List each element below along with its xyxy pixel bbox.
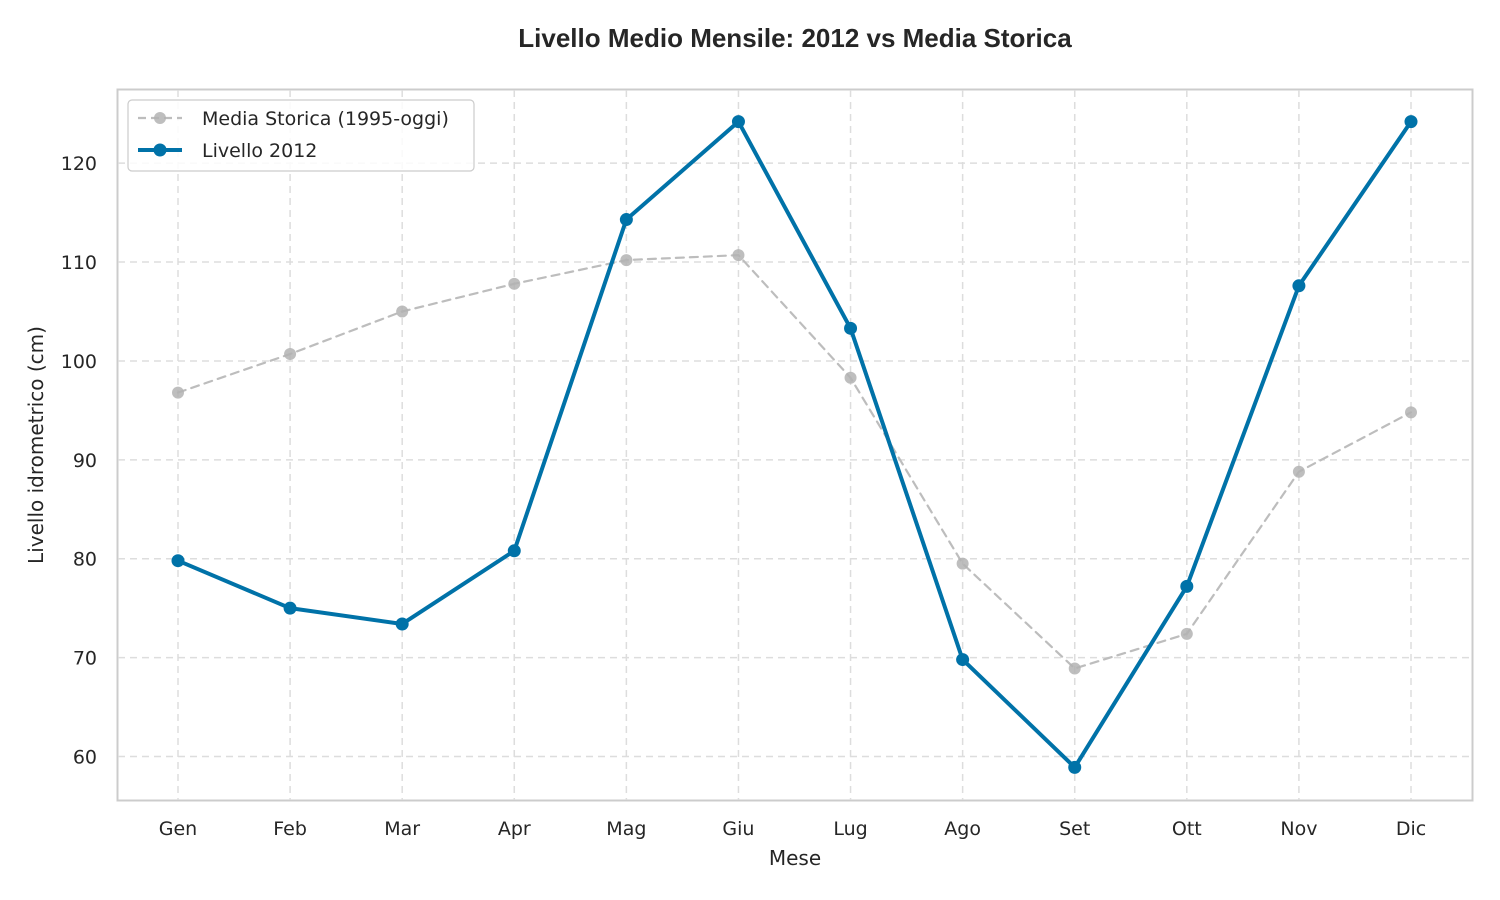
data-point-livello-2012 (1180, 579, 1194, 593)
x-tick-label: Giu (722, 818, 754, 840)
legend: Media Storica (1995-oggi) Livello 2012 (127, 99, 475, 172)
x-tick-label: Dic (1396, 818, 1426, 840)
y-axis-label: Livello idrometrico (cm) (24, 326, 48, 564)
y-tick-label: 80 (73, 549, 97, 571)
x-tick-label: Ott (1172, 818, 1202, 840)
data-point-media-storica (396, 305, 409, 318)
data-point-livello-2012 (1068, 760, 1082, 774)
data-point-livello-2012 (283, 601, 297, 615)
data-point-media-storica (508, 277, 521, 290)
data-point-media-storica (1068, 662, 1081, 675)
x-tick-label: Nov (1280, 818, 1317, 840)
x-tick-label: Lug (833, 818, 867, 840)
x-tick-label: Apr (498, 818, 531, 840)
legend-label-media-storica: Media Storica (1995-oggi) (202, 108, 449, 130)
data-point-media-storica (284, 348, 297, 361)
chart-title: Livello Medio Mensile: 2012 vs Media Sto… (518, 23, 1072, 53)
series-layer (171, 115, 1418, 774)
y-tick-label: 90 (73, 450, 97, 472)
y-tick-label: 70 (73, 648, 97, 670)
legend-marker-media-storica (154, 112, 166, 124)
legend-box (127, 99, 475, 172)
data-point-livello-2012 (1404, 115, 1418, 129)
legend-label-livello-2012: Livello 2012 (202, 140, 317, 162)
data-point-media-storica (172, 386, 184, 399)
data-point-livello-2012 (619, 213, 633, 227)
data-point-livello-2012 (171, 554, 185, 568)
data-point-media-storica (1292, 465, 1305, 478)
x-tick-label: Ago (944, 818, 981, 840)
data-point-media-storica (620, 254, 633, 267)
data-point-media-storica (956, 557, 969, 570)
x-tick-label: Mag (606, 818, 646, 840)
y-tick-label: 110 (61, 252, 97, 274)
y-tick-label: 100 (61, 351, 97, 373)
tick-labels: Gen Feb Mar Apr Mag Giu Lug Ago Set Ott Nov Dic 60 70… (61, 153, 1426, 840)
data-point-media-storica (844, 371, 857, 384)
data-point-livello-2012 (844, 321, 858, 335)
data-point-media-storica (1405, 406, 1417, 419)
data-point-livello-2012 (731, 115, 745, 129)
series-line-media-storica (176, 254, 1413, 670)
legend-marker-livello-2012 (153, 143, 167, 157)
y-tick-label: 120 (61, 153, 97, 175)
data-point-livello-2012 (507, 544, 521, 558)
x-tick-label: Mar (384, 818, 420, 840)
data-point-livello-2012 (395, 617, 409, 631)
x-tick-label: Set (1059, 818, 1090, 840)
x-axis-label: Mese (769, 846, 821, 870)
data-point-media-storica (732, 249, 745, 262)
data-point-livello-2012 (956, 653, 970, 667)
y-tick-label: 60 (73, 746, 97, 768)
plot-area (116, 88, 1474, 802)
x-tick-label: Gen (159, 818, 197, 840)
grid-lines (118, 90, 1472, 800)
x-tick-label: Feb (273, 818, 307, 840)
series-line-livello-2012 (176, 119, 1413, 770)
data-point-media-storica (1180, 627, 1193, 640)
data-point-livello-2012 (1292, 279, 1306, 293)
